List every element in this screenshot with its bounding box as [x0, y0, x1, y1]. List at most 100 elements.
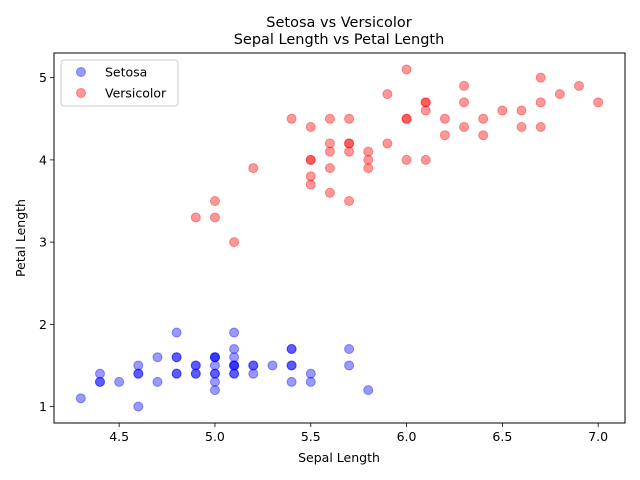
data-point-setosa-0 — [229, 368, 240, 379]
data-point-versicolor-6 — [459, 97, 470, 108]
data-point-setosa-27 — [248, 360, 259, 371]
legend-marker-setosa — [76, 67, 86, 77]
y-axis-label: Petal Length — [13, 199, 28, 277]
data-point-setosa-10 — [286, 360, 297, 371]
data-point-versicolor-31 — [305, 179, 316, 190]
data-point-setosa-26 — [209, 352, 220, 363]
data-point-setosa-17 — [229, 368, 240, 379]
data-point-versicolor-49 — [344, 146, 355, 157]
x-tick-label-3: 6.0 — [397, 429, 417, 444]
data-point-setosa-20 — [286, 344, 297, 354]
data-point-setosa-36 — [305, 376, 316, 387]
data-point-versicolor-16 — [324, 113, 335, 124]
data-point-versicolor-4 — [497, 105, 508, 116]
data-point-versicolor-36 — [535, 97, 546, 108]
y-tick-label-3: 4 — [39, 152, 47, 167]
data-point-versicolor-45 — [344, 138, 355, 149]
data-point-setosa-40 — [209, 376, 220, 387]
data-point-versicolor-25 — [516, 122, 527, 132]
data-point-versicolor-24 — [478, 130, 489, 141]
y-tick-label-0: 1 — [39, 399, 47, 414]
data-point-setosa-22 — [133, 401, 144, 412]
data-point-versicolor-43 — [209, 212, 220, 223]
data-point-setosa-6 — [133, 368, 144, 379]
data-point-versicolor-46 — [344, 138, 355, 149]
y-tick-label-2: 3 — [39, 235, 47, 250]
y-tick-label-4: 5 — [39, 70, 47, 85]
data-point-versicolor-29 — [344, 196, 355, 206]
data-point-setosa-9 — [190, 360, 201, 371]
data-point-versicolor-11 — [382, 138, 393, 149]
data-point-versicolor-47 — [439, 130, 450, 141]
data-point-setosa-2 — [152, 376, 163, 387]
data-point-setosa-47 — [133, 368, 144, 379]
data-point-versicolor-5 — [344, 113, 355, 124]
data-point-versicolor-3 — [305, 154, 316, 165]
data-point-versicolor-22 — [459, 80, 470, 91]
data-point-setosa-30 — [171, 352, 182, 363]
x-tick-label-0: 4.5 — [109, 429, 129, 444]
data-point-versicolor-28 — [401, 113, 412, 124]
data-point-versicolor-40 — [305, 122, 316, 132]
data-point-setosa-44 — [229, 327, 240, 338]
data-point-versicolor-32 — [363, 163, 374, 174]
data-point-setosa-1 — [190, 368, 201, 379]
data-point-setosa-13 — [75, 393, 86, 404]
x-tick-label-1: 5.0 — [205, 429, 225, 444]
data-point-setosa-25 — [209, 352, 220, 363]
data-point-setosa-49 — [209, 368, 220, 379]
data-point-setosa-11 — [171, 352, 182, 363]
y-tick-label-1: 2 — [39, 317, 47, 332]
data-point-setosa-29 — [152, 352, 163, 363]
plot-frame — [53, 52, 626, 424]
legend-label-versicolor: Versicolor — [105, 86, 167, 101]
data-point-setosa-4 — [209, 368, 220, 379]
data-point-versicolor-27 — [535, 72, 546, 83]
data-point-versicolor-1 — [478, 113, 489, 124]
chart-subtitle: Sepal Length vs Petal Length — [234, 32, 445, 48]
legend-marker-versicolor — [76, 88, 86, 98]
data-point-setosa-41 — [114, 376, 125, 387]
data-point-versicolor-23 — [420, 97, 431, 108]
data-point-versicolor-33 — [401, 64, 412, 75]
data-point-setosa-19 — [229, 360, 240, 371]
data-point-versicolor-14 — [324, 187, 335, 198]
data-point-setosa-5 — [286, 344, 297, 354]
data-point-versicolor-38 — [324, 146, 335, 157]
x-tick-label-2: 5.5 — [301, 429, 321, 444]
data-point-setosa-15 — [344, 360, 355, 371]
data-point-setosa-28 — [248, 368, 259, 379]
data-point-setosa-21 — [229, 360, 240, 371]
data-point-versicolor-0 — [593, 97, 604, 108]
data-point-setosa-45 — [171, 368, 182, 379]
data-point-versicolor-12 — [401, 154, 412, 165]
x-axis-label: Sepal Length — [298, 450, 380, 465]
data-point-versicolor-8 — [516, 105, 527, 116]
data-point-versicolor-15 — [535, 122, 546, 132]
data-point-versicolor-39 — [305, 154, 316, 165]
data-point-setosa-32 — [248, 360, 259, 371]
data-point-versicolor-35 — [401, 113, 412, 124]
data-point-versicolor-26 — [554, 89, 565, 100]
data-point-setosa-39 — [229, 360, 240, 371]
data-point-versicolor-17 — [363, 146, 374, 157]
data-point-setosa-46 — [229, 352, 240, 363]
data-point-versicolor-42 — [363, 154, 374, 165]
data-point-setosa-43 — [209, 352, 220, 363]
data-point-versicolor-30 — [305, 171, 316, 182]
data-point-versicolor-48 — [229, 237, 240, 248]
legend: Setosa Versicolor — [60, 59, 179, 107]
data-point-setosa-48 — [267, 360, 278, 371]
ticks-layer: 4.5 5.0 5.5 6.0 6.5 7.0 1 2 3 4 5 — [39, 70, 608, 444]
data-point-setosa-3 — [133, 360, 144, 371]
data-point-versicolor-41 — [420, 105, 431, 116]
x-tick-label-5: 7.0 — [588, 429, 608, 444]
data-point-setosa-23 — [229, 344, 240, 354]
data-point-setosa-14 — [363, 385, 374, 396]
data-point-setosa-18 — [344, 344, 355, 354]
data-point-setosa-33 — [305, 368, 316, 379]
data-point-setosa-42 — [94, 376, 105, 387]
data-point-versicolor-13 — [420, 97, 431, 108]
x-tick-label-4: 6.5 — [492, 429, 512, 444]
data-point-setosa-35 — [209, 385, 220, 396]
